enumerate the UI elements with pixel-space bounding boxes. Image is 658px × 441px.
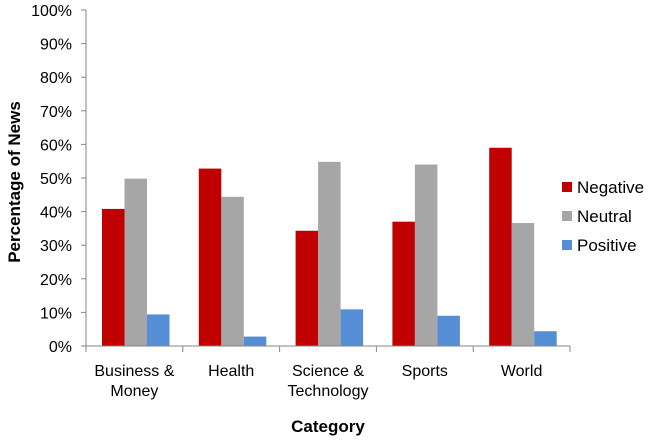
bar-positive [437,315,460,346]
legend-label-positive: Positive [577,236,637,255]
y-tick-label: 20% [40,272,72,289]
y-axis-title: Percentage of News [5,101,24,263]
legend-swatch-positive [562,240,572,250]
x-axis-ticks [85,346,571,352]
bar-positive [340,309,364,346]
x-category-label: Health [208,363,254,380]
bar-positive [534,331,557,346]
bar-neutral [414,164,438,346]
y-tick-label: 60% [40,137,72,154]
bar-positive [243,336,267,346]
x-axis-category-labels: Business & Money Health Science & Technology… [94,363,542,400]
bar-negative [392,221,415,346]
bars [102,147,557,346]
bar-neutral [124,178,147,346]
legend-swatch-negative [562,182,572,192]
bar-negative [489,147,512,346]
bar-neutral [511,223,535,346]
x-category-label: Money [110,383,158,400]
bar-neutral [221,196,244,346]
y-tick-label: 50% [40,171,72,188]
y-axis-ticks: 0% 10% 20% 30% 40% 50% 60% 70% 80% 90% 100% [31,3,86,356]
bar-negative [295,230,319,346]
x-category-label: Sports [402,363,448,380]
y-tick-label: 90% [40,37,72,54]
y-tick-label: 0% [49,339,72,356]
legend-label-neutral: Neutral [577,207,632,226]
x-category-label: Science & [292,363,364,380]
legend-swatch-neutral [562,211,572,221]
y-tick-label: 40% [40,205,72,222]
y-tick-label: 80% [40,70,72,87]
x-axis-title: Category [291,417,365,436]
legend-label-negative: Negative [577,178,644,197]
x-category-label: Technology [288,383,369,400]
y-tick-label: 70% [40,104,72,121]
y-tick-label: 10% [40,305,72,322]
x-category-label: World [501,363,543,380]
bar-neutral [318,161,341,346]
bar-negative [102,208,125,346]
y-tick-label: 30% [40,238,72,255]
bar-positive [147,314,170,346]
x-category-label: Business & [94,363,174,380]
bar-negative [198,168,222,346]
legend: Negative Neutral Positive [562,178,644,255]
y-tick-label: 100% [31,3,72,20]
